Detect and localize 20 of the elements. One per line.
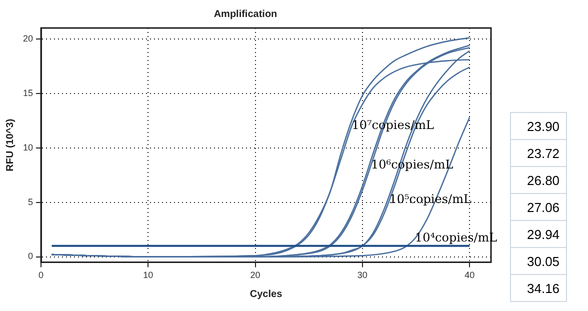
chart-title: Amplification (214, 8, 278, 20)
text: 27.06 (510, 194, 566, 220)
x-tick-label: 30 (357, 270, 368, 280)
text: 29.94 (510, 220, 566, 248)
y-tick-label: 15 (22, 88, 34, 98)
y-tick-label: 10 (22, 142, 34, 152)
x-tick-label: 40 (464, 270, 475, 280)
text: 34.16 (510, 274, 566, 302)
text: 26.80 (510, 166, 566, 194)
y-tick-label: 5 (28, 196, 34, 207)
text: 23.72 (510, 140, 566, 166)
x-tick-label: 10 (143, 270, 154, 280)
y-tick-label: 20 (22, 33, 34, 44)
text: 30.05 (510, 248, 566, 274)
x-tick-label: 0 (38, 270, 44, 280)
y-axis-title: RFU (10^3) (4, 118, 16, 172)
x-tick-label: 20 (250, 270, 260, 280)
text: 23.90 (510, 112, 566, 140)
y-tick-label: 0 (28, 251, 34, 262)
x-axis-title: Cycles (250, 288, 283, 300)
